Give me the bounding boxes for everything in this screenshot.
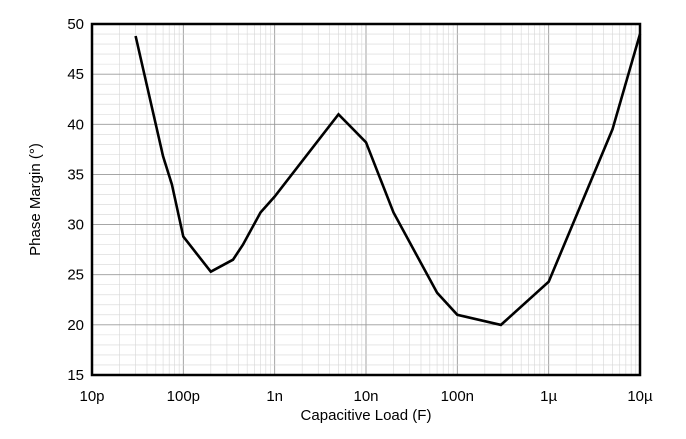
y-tick-label: 35 — [67, 166, 84, 183]
x-tick-label: 1n — [266, 388, 283, 405]
x-tick-label: 100p — [167, 388, 200, 405]
grid — [92, 24, 640, 375]
y-axis-tick-labels: 15 20 25 30 35 40 45 50 — [67, 16, 84, 384]
x-axis-tick-labels: 10p 100p 1n 10n 100n 1µ 10µ — [79, 388, 653, 405]
y-tick-label: 45 — [67, 66, 84, 83]
y-tick-label: 30 — [67, 217, 84, 234]
y-tick-label: 50 — [67, 16, 84, 33]
series-group — [134, 33, 642, 327]
y-tick-label: 20 — [67, 317, 84, 334]
x-tick-label: 10n — [353, 388, 378, 405]
x-tick-label: 10p — [79, 388, 104, 405]
x-tick-label: 100n — [441, 388, 474, 405]
y-tick-label: 25 — [67, 267, 84, 284]
series-line — [134, 33, 642, 327]
x-tick-label: 10µ — [627, 388, 653, 405]
x-tick-label: 1µ — [540, 388, 557, 405]
plot-frame — [90, 22, 642, 377]
y-tick-label: 15 — [67, 367, 84, 384]
x-axis-label: Capacitive Load (F) — [301, 407, 432, 424]
y-tick-label: 40 — [67, 116, 84, 133]
y-axis-label: Phase Margin (°) — [27, 143, 44, 256]
